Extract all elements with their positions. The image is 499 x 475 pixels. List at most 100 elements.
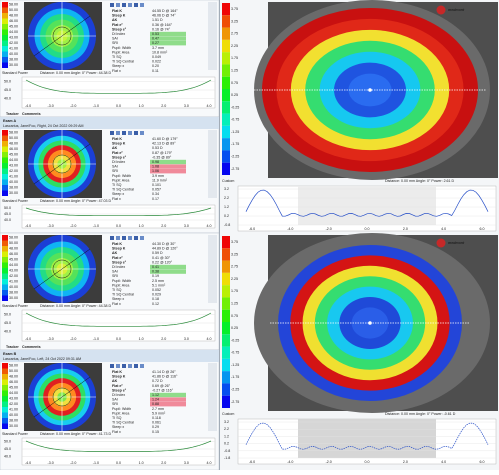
row-label: Steep x: [112, 64, 124, 68]
scale-swatch: [2, 396, 8, 402]
toolbar-icon[interactable]: [110, 131, 114, 135]
graph-x-label: -2.0: [326, 460, 332, 464]
scale-swatch: [2, 251, 8, 257]
row-label: Steep x: [112, 297, 124, 301]
toolbar-icon[interactable]: [128, 131, 132, 135]
row-label: Pupil: Area: [112, 50, 129, 54]
scale-swatch: [2, 62, 8, 68]
row-value: 0.36 @ 164°: [152, 23, 173, 27]
row-label: Flat x: [112, 430, 121, 434]
scale-label: 44.00: [9, 263, 18, 267]
toolbar-icon[interactable]: [128, 364, 132, 368]
toolbar-icon[interactable]: [122, 131, 126, 135]
row-value: 1.06: [152, 169, 159, 173]
toolbar-icon[interactable]: [134, 364, 138, 368]
graph-x-label: 2.0: [161, 461, 166, 465]
toolbar-icon[interactable]: [134, 236, 138, 240]
scale-swatch: [222, 334, 230, 347]
toolbar-icon[interactable]: [140, 3, 144, 7]
graph-x-label: -2.0: [70, 461, 76, 465]
row-label: TI SQ Central: [112, 60, 134, 64]
scale-swatch: [2, 379, 8, 385]
side-strip: [208, 2, 217, 70]
toolbar-icon[interactable]: [122, 364, 126, 368]
scale-label: 3.25: [231, 252, 238, 256]
toolbar-icon[interactable]: [110, 364, 114, 368]
toolbar-icon[interactable]: [116, 236, 120, 240]
toolbar-icon[interactable]: [140, 236, 144, 240]
tab[interactable]: Tracker: [6, 112, 19, 116]
graph-x-label: 4.0: [207, 461, 212, 465]
row-value: 1.51 D: [152, 18, 163, 22]
row-label: SAI: [112, 165, 118, 169]
toolbar-icon[interactable]: [140, 131, 144, 135]
row-value: 0.057: [152, 188, 161, 192]
row-label: Steep K: [112, 14, 126, 18]
scale-label: 30.00: [9, 424, 18, 428]
scale-swatch: [222, 309, 230, 322]
row-value: 0.16 @ 74°: [152, 27, 171, 31]
scale-label: 40.00: [9, 180, 18, 184]
scale-swatch: [2, 152, 8, 158]
value-highlight: [150, 41, 186, 46]
patient-label: Lascarius, Jane/Foo, Left, 24 Oct 2022 0…: [3, 357, 81, 361]
scale-label: 58.00: [9, 364, 18, 368]
tab[interactable]: Comments: [22, 345, 41, 349]
tab[interactable]: Comments: [22, 112, 41, 116]
scale-label: 44.00: [9, 158, 18, 162]
scale-label: 40.00: [9, 413, 18, 417]
scale-label: 43.00: [9, 397, 18, 401]
toolbar-icon[interactable]: [140, 364, 144, 368]
value-highlight: [150, 164, 186, 169]
row-value: 0.22 @ 120°: [152, 260, 173, 264]
row-value: 2.7 mm: [152, 407, 164, 411]
scale-label: 3.25: [231, 19, 238, 23]
graph-y-label: -1.8: [224, 456, 230, 460]
toolbar-icon[interactable]: [134, 3, 138, 7]
row-label: Steep e²: [112, 260, 127, 264]
scale-swatch: [2, 273, 8, 279]
value-highlight: [150, 31, 186, 37]
graph-x-label: -6.0: [249, 227, 255, 231]
scale-label: 30.00: [9, 296, 18, 300]
scale-label: 50.00: [9, 369, 18, 373]
graph-x-label: -2.0: [70, 337, 76, 341]
pupil-outline: [52, 387, 72, 407]
graph-x-label: -3.0: [48, 337, 54, 341]
toolbar-icon[interactable]: [116, 364, 120, 368]
toolbar-icon[interactable]: [122, 236, 126, 240]
scale-swatch: [2, 46, 8, 52]
toolbar-icon[interactable]: [128, 236, 132, 240]
toolbar-icon[interactable]: [110, 236, 114, 240]
scale-swatch: [2, 268, 8, 274]
graph-x-label: 0.0: [116, 337, 121, 341]
toolbar-icon[interactable]: [134, 131, 138, 135]
scale-swatch: [2, 7, 8, 13]
row-label: SAI: [112, 270, 118, 274]
scale-label: 44.00: [9, 30, 18, 34]
meridian: [33, 248, 91, 290]
toolbar-icon[interactable]: [128, 3, 132, 7]
scale-label: 42.00: [9, 41, 18, 45]
row-label: Di Index: [112, 393, 125, 397]
graph-x-label: 1.0: [139, 337, 144, 341]
row-label: SRI: [112, 41, 118, 45]
scale-swatch: [222, 322, 230, 335]
scale-swatch: [2, 2, 8, 8]
toolbar-icon[interactable]: [122, 3, 126, 7]
toolbar-icon[interactable]: [110, 3, 114, 7]
row-value: 0.20: [152, 64, 159, 68]
scale-label: 42.00: [9, 402, 18, 406]
toolbar-icon[interactable]: [116, 131, 120, 135]
scale-label: 30.00: [9, 63, 18, 67]
meridian: [33, 143, 91, 185]
scale-swatch: [2, 157, 8, 163]
graph-y-label: 1.2: [224, 205, 229, 209]
toolbar-icon[interactable]: [116, 3, 120, 7]
row-value: 0.41 @ 30°: [152, 256, 171, 260]
tab[interactable]: Tracker: [6, 345, 19, 349]
row-label: TI SQ Central: [112, 421, 134, 425]
exam-label: Exam B: [3, 352, 17, 356]
scale-swatch: [222, 358, 230, 372]
scale-label: 58.00: [9, 131, 18, 135]
